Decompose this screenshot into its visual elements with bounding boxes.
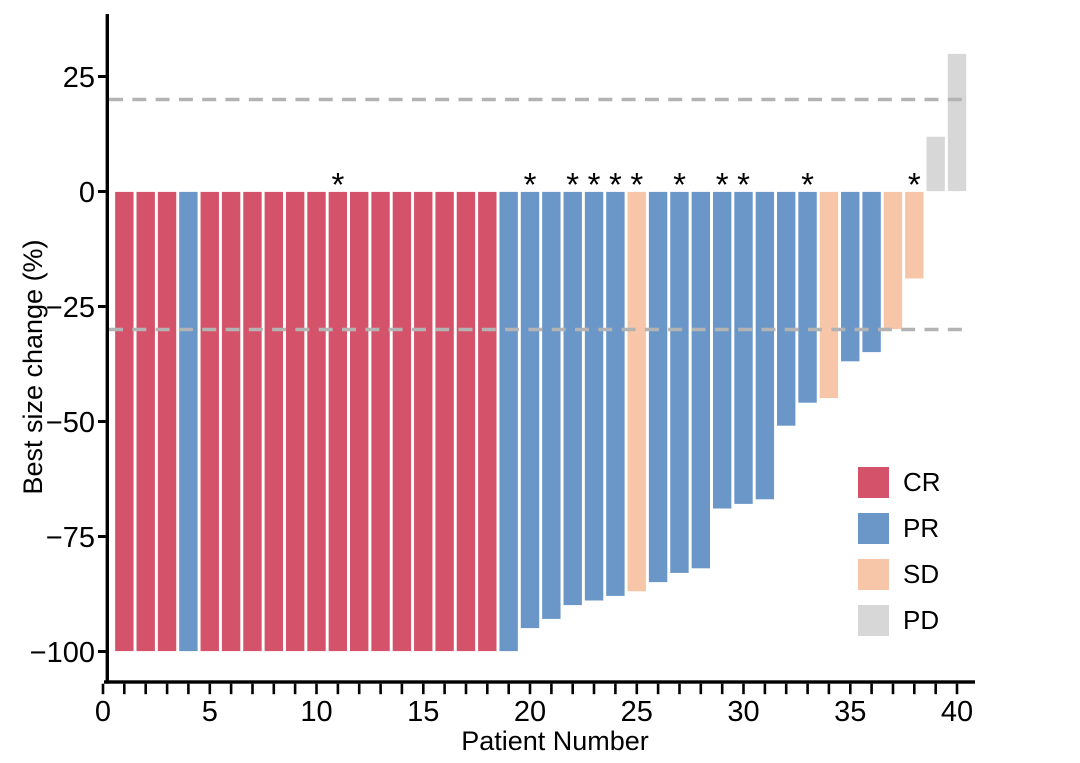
bar-patient-38 bbox=[904, 191, 925, 280]
bar-patient-7 bbox=[242, 191, 263, 652]
bar-patient-35 bbox=[840, 191, 861, 363]
reference-lines bbox=[109, 97, 968, 332]
bar-patient-22 bbox=[562, 191, 583, 606]
y-tick-label-25: 25 bbox=[63, 62, 95, 94]
asterisk-patient-33: * bbox=[801, 166, 814, 203]
asterisk-patient-30: * bbox=[737, 166, 750, 203]
y-axis-title: Best size change (%) bbox=[18, 239, 48, 495]
legend-label-pd: PD bbox=[903, 605, 940, 635]
y-tick-label--75: −75 bbox=[46, 522, 95, 554]
bar-patient-24 bbox=[605, 191, 626, 597]
x-axis-title: Patient Number bbox=[461, 726, 649, 756]
bar-patient-30 bbox=[733, 191, 754, 505]
x-tick-label-5: 5 bbox=[202, 696, 218, 728]
x-axis-spine bbox=[104, 680, 975, 684]
legend-label-sd: SD bbox=[903, 559, 940, 589]
bar-patient-12 bbox=[349, 191, 370, 652]
legend-swatch-pd bbox=[858, 605, 889, 636]
bar-patient-2 bbox=[135, 191, 156, 652]
asterisk-patient-23: * bbox=[588, 166, 601, 203]
x-tick-label-40: 40 bbox=[941, 696, 973, 728]
x-tick-label-20: 20 bbox=[514, 696, 546, 728]
x-tick-label-35: 35 bbox=[834, 696, 866, 728]
bar-patient-40 bbox=[947, 53, 968, 192]
bar-patient-27 bbox=[669, 191, 690, 574]
bar-patient-13 bbox=[370, 191, 391, 652]
x-tick-label-0: 0 bbox=[95, 696, 111, 728]
y-tick-label--25: −25 bbox=[46, 292, 95, 324]
bar-patient-6 bbox=[221, 191, 242, 652]
annotations: * * * * * * * * * * * bbox=[331, 166, 920, 203]
legend-swatch-cr bbox=[858, 467, 889, 498]
bar-patient-10 bbox=[306, 191, 327, 652]
x-tick-label-30: 30 bbox=[727, 696, 759, 728]
bar-patient-36 bbox=[861, 191, 882, 353]
bar-patient-11 bbox=[327, 191, 348, 652]
asterisk-patient-29: * bbox=[716, 166, 729, 203]
bar-patient-25 bbox=[626, 191, 647, 593]
bar-patient-9 bbox=[285, 191, 306, 652]
bar-patient-31 bbox=[754, 191, 775, 501]
bar-patient-19 bbox=[498, 191, 519, 652]
bar-patient-1 bbox=[114, 191, 135, 652]
legend-item-pr: PR bbox=[858, 513, 941, 544]
y-tick-label-0: 0 bbox=[79, 177, 95, 209]
x-tick-label-25: 25 bbox=[621, 696, 653, 728]
y-axis: 25 0 −25 −50 −75 −100 bbox=[30, 14, 109, 684]
bar-patient-16 bbox=[434, 191, 455, 652]
asterisk-patient-27: * bbox=[673, 166, 686, 203]
bar-patient-33 bbox=[797, 191, 818, 404]
bar-patient-37 bbox=[882, 191, 903, 330]
bar-patient-4 bbox=[178, 191, 199, 652]
y-tick-label--50: −50 bbox=[46, 407, 95, 439]
y-axis-spine bbox=[105, 14, 109, 684]
asterisk-patient-11: * bbox=[331, 166, 344, 203]
legend-label-pr: PR bbox=[903, 513, 940, 543]
bar-patient-23 bbox=[584, 191, 605, 602]
bar-patient-8 bbox=[263, 191, 284, 652]
y-tick-label--100: −100 bbox=[30, 637, 95, 669]
bar-patient-17 bbox=[455, 191, 476, 652]
legend-swatch-pr bbox=[858, 513, 889, 544]
bars bbox=[114, 53, 968, 652]
asterisk-patient-22: * bbox=[566, 166, 579, 203]
bar-patient-14 bbox=[391, 191, 412, 652]
x-axis: 0 5 10 15 20 25 30 35 40 bbox=[95, 680, 975, 728]
bar-patient-29 bbox=[712, 191, 733, 510]
x-tick-label-10: 10 bbox=[300, 696, 332, 728]
bar-patient-3 bbox=[157, 191, 178, 652]
legend-swatch-sd bbox=[858, 559, 889, 590]
bar-patient-15 bbox=[413, 191, 434, 652]
bar-patient-32 bbox=[776, 191, 797, 427]
asterisk-patient-25: * bbox=[630, 166, 643, 203]
legend-item-cr: CR bbox=[858, 467, 941, 498]
asterisk-patient-24: * bbox=[609, 166, 622, 203]
bar-patient-39 bbox=[925, 135, 946, 192]
bar-patient-20 bbox=[520, 191, 541, 629]
bar-patient-28 bbox=[690, 191, 711, 570]
x-tick-label-15: 15 bbox=[407, 696, 439, 728]
legend: CR PR SD PD bbox=[858, 467, 941, 651]
bar-patient-21 bbox=[541, 191, 562, 620]
bar-patient-26 bbox=[648, 191, 669, 583]
bar-patient-18 bbox=[477, 191, 498, 652]
bar-patient-5 bbox=[199, 191, 220, 652]
asterisk-patient-20: * bbox=[524, 166, 537, 203]
legend-item-pd: PD bbox=[858, 605, 941, 636]
legend-label-cr: CR bbox=[903, 467, 941, 497]
legend-item-sd: SD bbox=[858, 559, 941, 590]
asterisk-patient-38: * bbox=[908, 166, 921, 203]
bar-patient-34 bbox=[818, 191, 839, 399]
